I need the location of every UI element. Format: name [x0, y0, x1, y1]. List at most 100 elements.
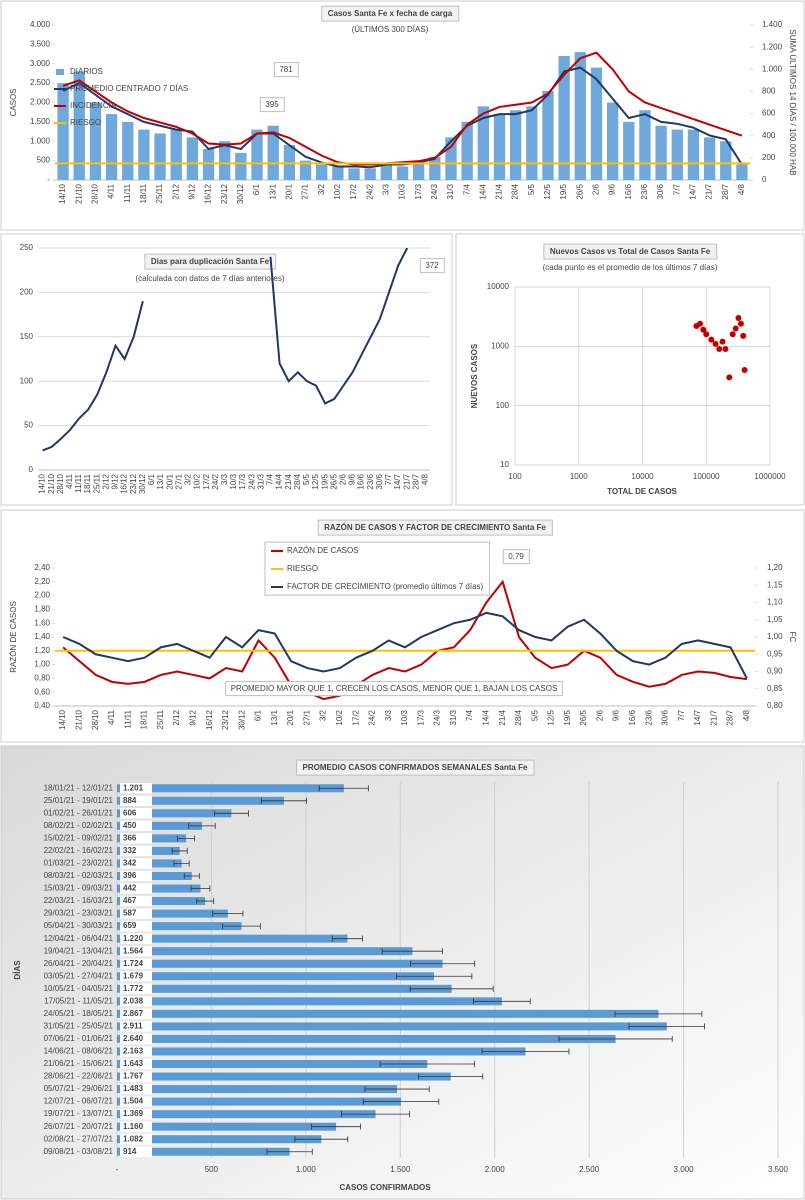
value-label: 2.038: [123, 996, 144, 1005]
value-label-box: [120, 1108, 152, 1120]
error-bar: [214, 810, 249, 817]
x-tick-label: 9/6: [612, 709, 621, 721]
y-tick-label: 0,80: [34, 674, 50, 683]
value-label-box: [120, 858, 152, 869]
value-label: 2.640: [123, 1034, 144, 1043]
bar: [396, 166, 409, 180]
bar: [117, 1009, 659, 1018]
x-tick-label: 10/3: [398, 183, 407, 199]
x-tick-label: 7/7: [384, 473, 393, 485]
error-bar: [410, 960, 476, 967]
x-tick-label: 17/3: [414, 183, 423, 199]
plot-area: [55, 51, 750, 180]
value-label: 450: [123, 821, 137, 830]
bar: [117, 972, 435, 981]
x-tick-label: 9/12: [111, 473, 120, 489]
x-tick-label: 1.000: [296, 1165, 317, 1174]
y-tick-label: 3.500: [30, 39, 51, 48]
bar: [493, 114, 506, 180]
y-tick-label: 14/06/21 - 08/06/21: [44, 1047, 114, 1056]
point: [700, 326, 707, 333]
x-tick-label: 16/12: [204, 183, 213, 204]
x-tick-label: 30/12: [236, 183, 245, 204]
bar: [117, 959, 443, 968]
error-bar: [395, 973, 473, 980]
bar: [117, 947, 413, 956]
x-tick-label: 3.500: [768, 1165, 789, 1174]
x-tick-label: 2/6: [595, 709, 604, 721]
error-bar: [379, 1061, 475, 1067]
y2-tick-label: 1,00: [767, 632, 783, 641]
x-tick-label: 23/12: [220, 183, 229, 204]
y-tick-label: 19/07/21 - 13/07/21: [44, 1109, 114, 1118]
value-label: 587: [123, 909, 137, 918]
value-label-box: [120, 795, 152, 807]
value-label: 1.679: [123, 971, 144, 980]
point: [712, 340, 719, 347]
x-tick-label: 3/2: [319, 709, 328, 721]
bar: [299, 160, 312, 180]
bar: [117, 809, 232, 818]
annotation: 372: [425, 261, 439, 270]
y-tick-label: 1000: [491, 341, 509, 350]
x-tick-label: 16/12: [120, 473, 129, 494]
value-label-box: [120, 1083, 152, 1095]
y-tick-label: 26/04/21 - 20/04/21: [44, 959, 114, 968]
x-tick-label: 10/2: [333, 183, 342, 199]
bar: [526, 106, 538, 180]
bar: [117, 821, 202, 830]
line: [62, 579, 747, 701]
legend-box: [264, 541, 491, 596]
value-label-box: [120, 833, 152, 844]
bar: [655, 125, 667, 180]
x-tick-label: 23/6: [366, 473, 375, 489]
value-label: 884: [123, 796, 137, 805]
x-tick-label: 14/10: [58, 183, 67, 204]
point: [741, 366, 748, 373]
y-tick-label: 250: [20, 243, 34, 252]
x-tick-label: 16/6: [357, 473, 366, 489]
x-tick-label: 28/4: [293, 473, 302, 489]
y2-axis-label: SUMA ÚLTIMOS 14 DÍAS / 100.000 HAB: [788, 29, 797, 175]
x-tick-label: 24/2: [368, 709, 377, 725]
y2-tick-label: 1.000: [762, 64, 783, 73]
annotation-group: 395: [259, 97, 285, 113]
y-tick-label: 22/02/21 - 16/02/21: [44, 846, 114, 855]
y-tick-label: 2,20: [34, 577, 50, 586]
x-tick-label: 28/7: [411, 473, 420, 489]
x-tick-label: 31/3: [446, 183, 455, 199]
x-tick-label: 14/7: [393, 473, 402, 489]
bar: [117, 1022, 667, 1031]
annotation: PROMEDIO CASOS CONFIRMADOS SEMANALES San…: [303, 763, 528, 772]
value-label: 1.483: [123, 1084, 144, 1093]
y2-tick-label: 1.200: [762, 42, 783, 51]
point: [703, 331, 710, 338]
x-tick-label: 27/1: [174, 473, 183, 489]
x-tick-label: 13/1: [270, 709, 279, 725]
x-tick-label: -: [116, 1165, 119, 1174]
x-tick-label: 26/5: [575, 183, 584, 199]
error-bar: [183, 873, 200, 879]
bar: [117, 796, 284, 805]
y-tick-label: -: [47, 175, 50, 184]
value-label: 659: [123, 921, 137, 930]
y-tick-label: 08/03/21 - 02/03/21: [44, 871, 114, 880]
annotation-box: [144, 253, 277, 270]
annotation: 0,79: [508, 552, 524, 561]
value-label-box: [120, 1133, 152, 1145]
value-label-box: [120, 945, 152, 957]
y-tick-label: 10/05/21 - 04/05/21: [44, 984, 114, 993]
y-tick-label: 1,60: [34, 618, 50, 627]
value-label-box: [120, 1058, 152, 1070]
x-tick-label: 31/3: [256, 473, 265, 489]
x-tick-label: 27/1: [301, 183, 310, 199]
x-tick-label: 17/2: [202, 473, 211, 489]
value-label: 1.220: [123, 934, 144, 943]
y-tick-label: 24/05/21 - 18/05/21: [44, 1009, 114, 1018]
x-tick-label: 20/1: [284, 183, 293, 199]
x-tick-label: 30/6: [375, 473, 384, 489]
x-tick-label: 21/4: [495, 183, 504, 199]
value-label: 914: [123, 1147, 137, 1156]
value-label-box: [120, 1121, 152, 1132]
x-tick-label: 17/3: [416, 709, 425, 725]
